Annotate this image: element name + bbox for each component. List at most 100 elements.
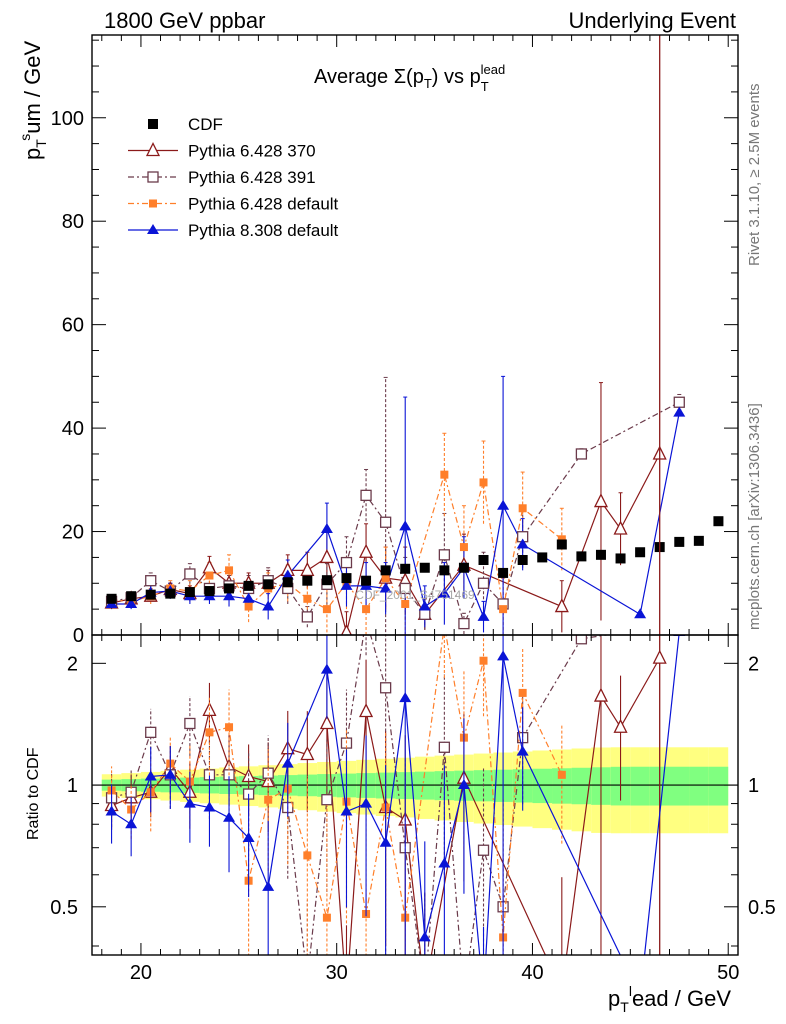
ratio-point-pythia-8-308-default	[497, 650, 510, 661]
data-point-cdf	[615, 553, 626, 564]
rivet-version-label: Rivet 3.1.10, ≥ 2.5M events	[746, 83, 763, 267]
data-point-pythia-6-428-default	[322, 605, 331, 614]
ratio-point-pythia-8-308-default	[399, 692, 412, 703]
y-tick-label-main: 20	[62, 522, 84, 544]
data-point-pythia-6-428-default	[381, 574, 390, 583]
data-point-cdf	[400, 563, 411, 574]
ratio-point-pythia-8-308-default	[360, 797, 373, 808]
ratio-line-pythia-6-428-370	[111, 657, 661, 955]
data-point-pythia-6-428-default	[362, 605, 371, 614]
ratio-point-pythia-6-428-default	[303, 851, 312, 860]
ratio-point-pythia-6-428-default	[225, 723, 234, 732]
y-tick-label-ratio-right: 1	[748, 775, 759, 797]
data-point-pythia-6-428-370	[554, 598, 569, 613]
data-point-cdf	[184, 587, 195, 598]
ratio-point-pythia-6-428-391	[184, 717, 196, 730]
data-point-pythia-6-428-370	[202, 559, 217, 574]
data-point-pythia-8-308-default	[262, 600, 275, 611]
plot-title: Average Σ(pT) vs pTlead	[314, 62, 505, 94]
data-point-cdf	[263, 579, 274, 590]
ratio-point-pythia-8-308-default	[379, 836, 392, 847]
data-point-cdf	[165, 588, 176, 599]
data-point-pythia-6-428-default	[303, 594, 312, 603]
y-tick-label-main: 60	[62, 315, 84, 337]
ratio-point-pythia-6-428-391	[438, 741, 451, 753]
ratio-point-pythia-6-428-391	[459, 992, 469, 1002]
x-tick-label: 40	[521, 962, 543, 984]
data-point-cdf	[458, 562, 469, 573]
ratio-point-pythia-6-428-370	[556, 984, 568, 996]
data-point-pythia-6-428-default	[518, 504, 527, 513]
data-point-pythia-6-428-370	[359, 543, 374, 558]
data-point-cdf	[321, 575, 332, 586]
ratio-point-pythia-8-308-default	[320, 663, 333, 674]
data-point-pythia-6-428-370	[613, 520, 628, 535]
data-point-pythia-6-428-default	[459, 543, 468, 552]
data-point-pythia-8-308-default	[399, 520, 412, 531]
x-tick-label: 30	[326, 962, 348, 984]
series-line-pythia-6-428-default	[111, 472, 563, 611]
legend-label-pythia-6-428-default: Pythia 6.428 default	[188, 195, 339, 214]
ratio-series-group	[104, 635, 686, 1002]
data-point-pythia-6-428-391	[379, 516, 392, 528]
data-point-cdf	[439, 565, 450, 576]
data-point-pythia-8-308-default	[320, 522, 333, 533]
data-point-cdf	[537, 552, 548, 563]
data-point-pythia-6-428-391	[340, 556, 353, 569]
ratio-point-pythia-8-308-default	[438, 857, 451, 868]
data-point-pythia-8-308-default	[516, 538, 529, 549]
data-point-pythia-6-428-default	[205, 571, 214, 580]
data-point-cdf	[556, 539, 567, 550]
y-tick-label-ratio-right: 2	[748, 653, 759, 675]
data-point-pythia-6-428-default	[479, 478, 488, 487]
data-point-cdf	[145, 589, 156, 600]
data-point-pythia-6-428-370	[300, 561, 315, 576]
data-point-cdf	[517, 555, 528, 565]
ratio-point-pythia-8-308-default	[478, 991, 490, 1001]
data-point-cdf	[126, 591, 137, 602]
data-point-pythia-6-428-391	[575, 448, 588, 460]
watermark-text: CDF_2001_S4751469	[355, 588, 475, 602]
y-axis-title-ratio: Ratio to CDF	[25, 747, 42, 840]
data-point-cdf	[361, 575, 372, 586]
ratio-point-pythia-6-428-391	[575, 635, 588, 645]
data-point-cdf	[106, 593, 117, 604]
legend-marker-pythia-6-428-370	[145, 142, 161, 157]
y-tick-label-main: 0	[73, 625, 84, 647]
ratio-point-pythia-6-428-370	[419, 984, 431, 996]
ratio-point-pythia-8-308-default	[144, 770, 157, 781]
ratio-point-pythia-8-308-default	[340, 805, 353, 816]
ratio-line-pythia-6-428-391	[111, 635, 611, 955]
data-point-pythia-6-428-391	[673, 396, 685, 408]
y-tick-label-ratio: 2	[67, 653, 78, 675]
header-left: 1800 GeV ppbar	[104, 8, 266, 33]
data-point-pythia-6-428-default	[557, 535, 566, 544]
band-inner	[571, 767, 592, 805]
data-point-pythia-8-308-default	[281, 569, 294, 580]
ratio-point-pythia-6-428-default	[205, 728, 214, 737]
y-axis-title-main: pTsum / GeV	[17, 41, 49, 160]
ratio-point-pythia-6-428-391	[321, 794, 333, 806]
data-point-pythia-8-308-default	[497, 499, 510, 510]
data-point-pythia-8-308-default	[673, 406, 686, 417]
y-tick-label-main: 80	[62, 211, 84, 233]
ratio-point-pythia-6-428-370	[593, 687, 609, 702]
band-inner	[532, 768, 553, 804]
data-point-pythia-6-428-391	[360, 489, 372, 501]
legend-label-pythia-6-428-370: Pythia 6.428 370	[188, 142, 316, 161]
main-series-group	[104, 375, 724, 635]
data-point-pythia-8-308-default	[242, 592, 255, 603]
data-point-pythia-6-428-391	[477, 577, 490, 589]
data-point-cdf	[478, 555, 489, 565]
data-point-cdf	[204, 586, 215, 597]
mcplots-label: mcplots.cern.ch [arXiv:1306.3436]	[746, 403, 763, 630]
ratio-point-pythia-8-308-default	[125, 818, 138, 829]
ratio-point-pythia-6-428-391	[302, 975, 312, 985]
data-point-pythia-6-428-370	[340, 623, 353, 635]
ratio-point-pythia-8-308-default	[203, 801, 216, 812]
band-inner	[669, 766, 690, 806]
data-point-pythia-6-428-default	[225, 566, 234, 575]
ratio-point-pythia-6-428-391	[420, 986, 430, 996]
data-point-pythia-6-428-370	[593, 493, 609, 508]
data-point-pythia-8-308-default	[125, 597, 138, 608]
